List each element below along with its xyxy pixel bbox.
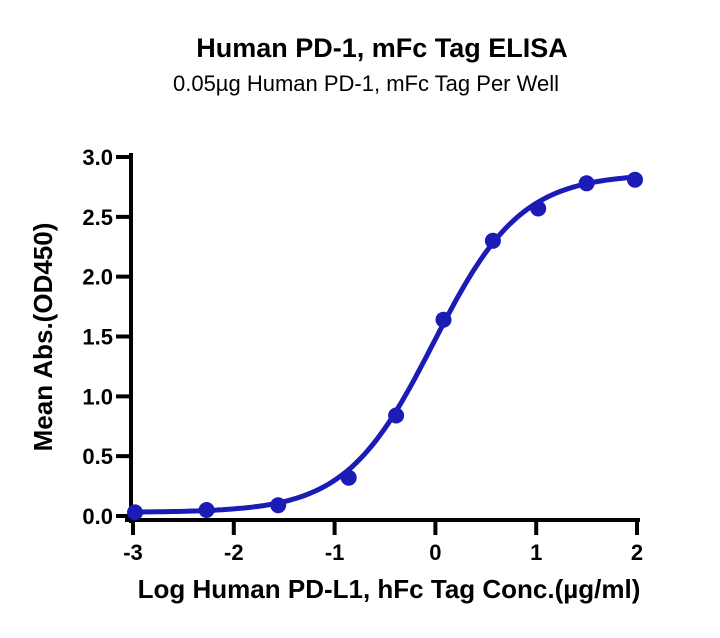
x-tick-label: 1 xyxy=(530,540,542,565)
x-tick-label: 2 xyxy=(631,540,643,565)
y-tick-label: 1.5 xyxy=(82,324,113,349)
data-point xyxy=(270,497,287,514)
axes: -3 -2 -1 0 1 2 0.0 0.5 1.0 1.5 2.0 2.5 3.0 xyxy=(82,145,643,565)
sigmoid-curve xyxy=(132,174,638,515)
data-point xyxy=(484,232,501,249)
data-point xyxy=(530,200,547,217)
data-point xyxy=(388,407,405,424)
y-tick-label: 1.0 xyxy=(82,384,113,409)
data-point xyxy=(578,175,595,192)
y-tick-label: 3.0 xyxy=(82,145,113,170)
data-points xyxy=(127,171,643,521)
x-tick-label: -3 xyxy=(123,540,143,565)
data-point xyxy=(627,171,643,188)
chart-subtitle: 0.05µg Human PD-1, mFc Tag Per Well xyxy=(173,71,559,96)
data-point xyxy=(340,469,357,486)
y-tick-label: 0.5 xyxy=(82,444,113,469)
data-point xyxy=(127,504,143,521)
x-axis-title: Log Human PD-L1, hFc Tag Conc.(µg/ml) xyxy=(138,574,641,604)
x-tick-label: -2 xyxy=(224,540,244,565)
chart-title: Human PD-1, mFc Tag ELISA xyxy=(196,33,568,63)
y-tick-label: 0.0 xyxy=(82,504,113,529)
y-tick-label: 2.5 xyxy=(82,205,113,230)
x-tick-label: 0 xyxy=(429,540,441,565)
fit-curve xyxy=(132,174,638,515)
y-tick-label: 2.0 xyxy=(82,265,113,290)
data-point xyxy=(198,502,215,518)
y-axis-title: Mean Abs.(OD450) xyxy=(28,223,58,452)
x-tick-label: -1 xyxy=(325,540,345,565)
data-point xyxy=(435,311,452,328)
